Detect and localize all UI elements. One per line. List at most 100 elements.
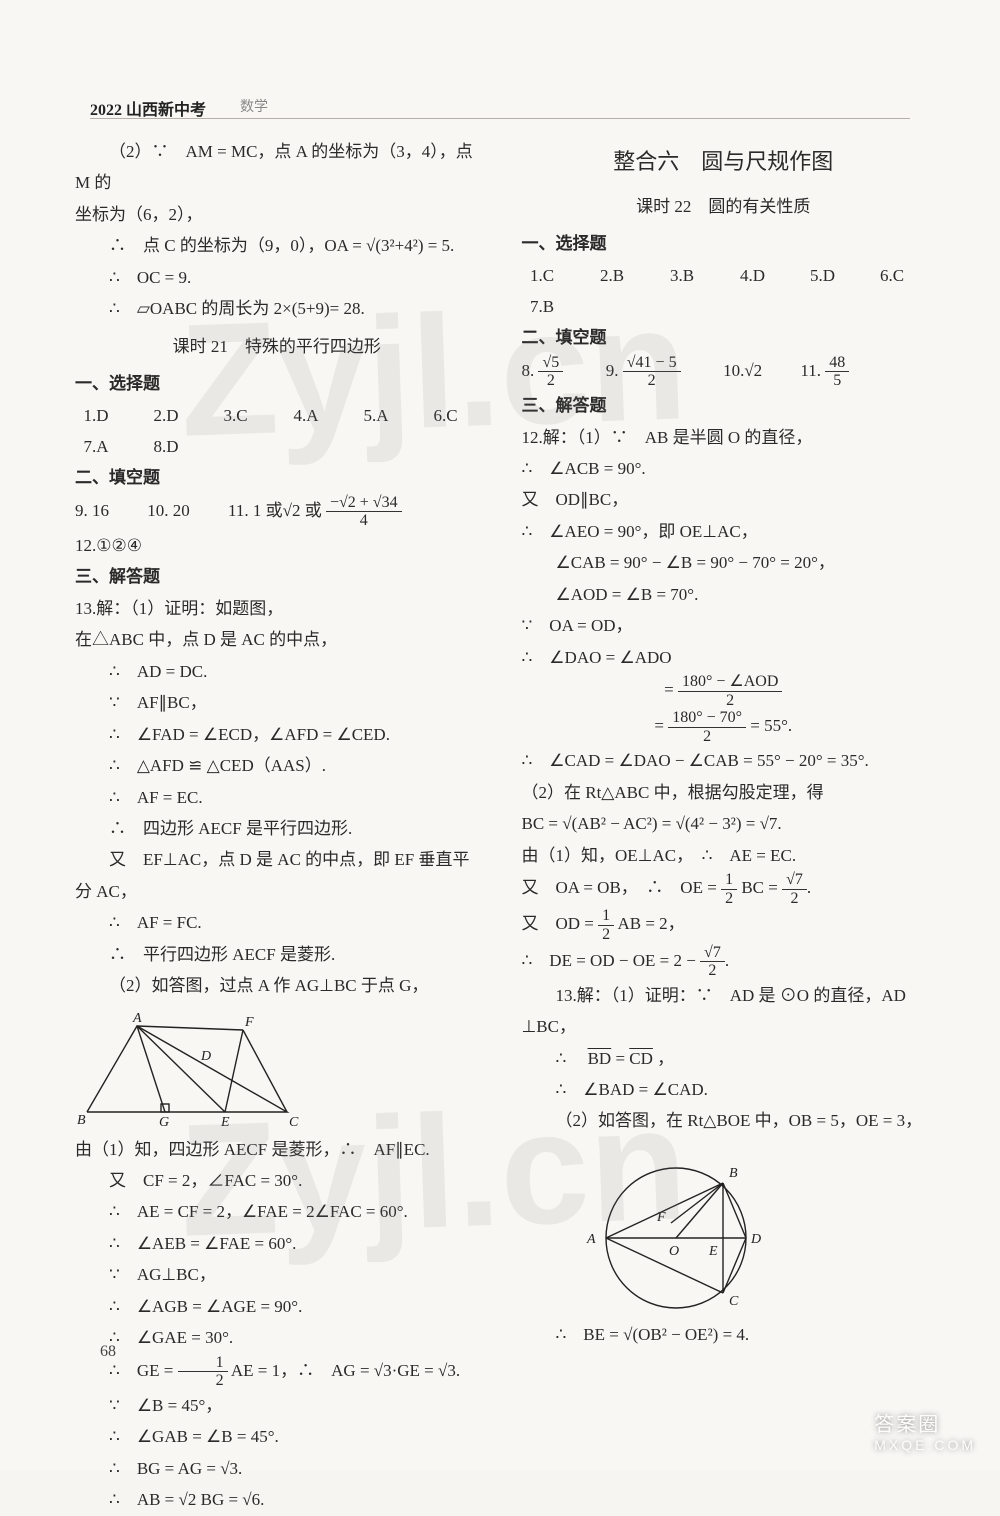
mc-answer: 8.D <box>154 431 198 462</box>
fraction: 1 2 <box>178 1354 228 1390</box>
page-header-title: 2022 山西新中考 <box>90 96 206 120</box>
mc-answer: 2.D <box>154 400 198 431</box>
arc: CD <box>629 1049 653 1068</box>
bottom-brand: 答案圈 MXQE.COM <box>874 1408 976 1453</box>
svg-text:O: O <box>669 1244 679 1259</box>
fb-9: 9. 16 <box>75 501 109 520</box>
arc: BD <box>588 1049 612 1068</box>
text-line: ∴ ∠AGB = ∠AGE = 90°. <box>75 1291 479 1322</box>
text-line: ∴ ∠ACB = 90°. <box>521 453 925 484</box>
mc-label: 一、选择题 <box>521 228 925 259</box>
mc-answer: 5.D <box>810 260 854 291</box>
svg-text:C: C <box>729 1294 739 1309</box>
brand-name: 答案圈 <box>874 1414 940 1436</box>
page-header-sub: 数学 <box>240 96 268 116</box>
text-line: ∴ ∠DAO = ∠ADO <box>521 642 925 673</box>
mc-answers-row2: 7.B <box>530 291 925 322</box>
text-line: ∵ OA = OD， <box>521 610 925 641</box>
right-column: 整合六 圆与尺规作图 课时 22 圆的有关性质 一、选择题 1.C 2.B 3.… <box>511 136 925 1386</box>
section-title-21: 课时 21 特殊的平行四边形 <box>75 331 479 362</box>
fb-10: 10. 20 <box>147 501 190 520</box>
text-line: BC = √(AB² − AC²) = √(4² − 3²) = √7. <box>521 808 925 839</box>
text-line: ∴ 平行四边形 AECF 是菱形. <box>75 939 479 970</box>
mc-answer: 2.B <box>600 260 644 291</box>
mc-answer: 4.A <box>294 400 338 431</box>
mc-answer: 6.C <box>434 400 478 431</box>
mc-answers-row2: 7.A 8.D <box>84 431 479 462</box>
text-line: ∴ GE = 1 2 AE = 1，∴ AG = √3·GE = √3. <box>75 1354 479 1390</box>
text-line: ∴ ∠CAD = ∠DAO − ∠CAB = 55° − 20° = 35°. <box>521 745 925 776</box>
svg-text:D: D <box>750 1232 761 1247</box>
svg-text:G: G <box>159 1115 169 1128</box>
text-line: ∴ BD = CD ， <box>521 1043 925 1074</box>
text-line: 又 EF⊥AC，点 D 是 AC 的中点，即 EF 垂直平 <box>75 844 479 875</box>
text-line: 又 OD∥BC， <box>521 484 925 515</box>
text-line: ∴ ∠AEB = ∠FAE = 60°. <box>75 1228 479 1259</box>
svg-text:B: B <box>77 1113 86 1128</box>
text-line: ∴ AD = DC. <box>75 656 479 687</box>
text-line: （2）如答图，过点 A 作 AG⊥BC 于点 G， <box>75 970 479 1001</box>
text-line: ∴ BG = AG = √3. <box>75 1453 479 1484</box>
fb-12: 12.①②④ <box>75 530 479 561</box>
q12-head: 12.解：（1）∵ AB 是半圆 O 的直径， <box>521 422 925 453</box>
fraction: −√2 + √34 4 <box>326 494 402 530</box>
svg-text:D: D <box>200 1049 211 1064</box>
text-line: ∴ △AFD ≌ △CED（AAS）. <box>75 750 479 781</box>
text-line: ∴ ∠FAD = ∠ECD，∠AFD = ∠CED. <box>75 719 479 750</box>
text-line: ∴ AF = FC. <box>75 907 479 938</box>
text-line: 又 OA = OB， ∴ OE = 12 BC = √72. <box>521 871 925 907</box>
text-line: 在△ABC 中，点 D 是 AC 的中点， <box>75 624 479 655</box>
left-column: （2）∵ AM = MC，点 A 的坐标为（3，4），点 M 的 坐标为（6，2… <box>75 136 479 1386</box>
text-line: ∴ ∠BAD = ∠CAD. <box>521 1074 925 1105</box>
text-line: ∴ ∠GAB = ∠B = 45°. <box>75 1421 479 1452</box>
mc-answer: 1.C <box>530 260 574 291</box>
text-line: ∴ OC = 9. <box>75 262 479 293</box>
mc-label: 一、选择题 <box>75 368 479 399</box>
mc-answers: 1.C 2.B 3.B 4.D 5.D 6.C <box>530 260 925 291</box>
mc-answer: 1.D <box>84 400 128 431</box>
svg-text:B: B <box>729 1166 738 1181</box>
text-line: ∵ AG⊥BC， <box>75 1259 479 1290</box>
sol-label: 三、解答题 <box>521 390 925 421</box>
svg-text:F: F <box>656 1210 666 1225</box>
q13-head: 13.解：（1）证明：如题图， <box>75 593 479 624</box>
text-line: ∴ DE = OD − OE = 2 − √72. <box>521 944 925 980</box>
fb-9: 9. √41 − 52 <box>606 361 685 380</box>
fill-blank-row: 9. 16 10. 20 11. 1 或√2 或 −√2 + √34 4 <box>75 494 479 530</box>
text-line: （2）如答图，在 Rt△BOE 中，OB = 5，OE = 3， <box>521 1105 925 1136</box>
mc-answer: 7.A <box>84 431 128 462</box>
text-line: ∠AOD = ∠B = 70°. <box>521 579 925 610</box>
fb-label: 二、填空题 <box>521 322 925 353</box>
mc-answer: 7.B <box>530 291 574 322</box>
text-line: 坐标为（6，2）， <box>75 199 479 230</box>
fraction-line: = 180° − ∠AOD2 <box>521 673 925 709</box>
fraction-line: = 180° − 70°2 = 55°. <box>521 709 925 745</box>
text-line: ∴ AF = EC. <box>75 782 479 813</box>
text-line: ∴ 四边形 AECF 是平行四边形. <box>75 813 479 844</box>
text-line: ∴ ∠GAE = 30°. <box>75 1322 479 1353</box>
text-line: ∴ AE = CF = 2，∠FAE = 2∠FAC = 60°. <box>75 1196 479 1227</box>
fb-10: 10.√2 <box>723 361 762 380</box>
text-line: （2）∵ AM = MC，点 A 的坐标为（3，4），点 M 的 <box>75 136 479 199</box>
page-number: 68 <box>100 1343 116 1361</box>
column-divider <box>495 136 496 1386</box>
svg-text:A: A <box>586 1232 596 1247</box>
two-column-layout: （2）∵ AM = MC，点 A 的坐标为（3，4），点 M 的 坐标为（6，2… <box>75 136 925 1386</box>
triangle-diagram: A F D B G E C <box>75 1008 305 1128</box>
brand-url: MXQE.COM <box>874 1437 976 1453</box>
text-line: ∴ ∠AEO = 90°，即 OE⊥AC， <box>521 516 925 547</box>
fb-11: 11. 485 <box>800 361 849 380</box>
fill-blank-row: 8. √52 9. √41 − 52 10.√2 11. 485 <box>521 354 925 390</box>
svg-text:A: A <box>132 1011 142 1026</box>
integration-title: 整合六 圆与尺规作图 <box>521 142 925 183</box>
fb-8: 8. √52 <box>521 361 567 380</box>
text-line: ∠CAB = 90° − ∠B = 90° − 70° = 20°， <box>521 547 925 578</box>
fb-label: 二、填空题 <box>75 462 479 493</box>
text-line: ⊥BC， <box>521 1011 925 1042</box>
svg-text:E: E <box>708 1244 718 1259</box>
text-line: 又 CF = 2，∠FAC = 30°. <box>75 1165 479 1196</box>
circle-diagram: A B C D E F O <box>581 1143 771 1313</box>
text-line: ∵ ∠B = 45°， <box>75 1390 479 1421</box>
text-line: ∴ BE = √(OB² − OE²) = 4. <box>521 1319 925 1350</box>
mc-answer: 5.A <box>364 400 408 431</box>
